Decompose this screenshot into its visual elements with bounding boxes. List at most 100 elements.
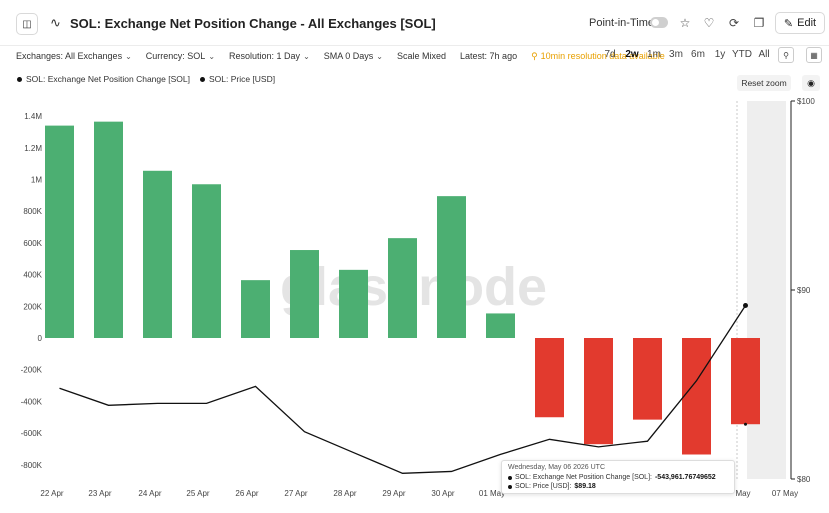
x-tick-label: 07 May xyxy=(772,489,798,498)
camera-icon[interactable]: ◉ xyxy=(802,75,820,91)
bar-29-apr[interactable] xyxy=(388,238,417,338)
range-tab-6m[interactable]: 6m xyxy=(691,49,705,60)
price-series xyxy=(59,302,748,474)
tooltip-label: SOL: Price [USD]: xyxy=(515,483,572,490)
pencil-icon: ✎ xyxy=(783,17,794,30)
range-tab-3m[interactable]: 3m xyxy=(669,49,683,60)
bar-02-may[interactable] xyxy=(535,338,564,418)
range-tab-1y[interactable]: 1y xyxy=(714,49,726,60)
tooltip-date: Wednesday, May 06 2026 UTC xyxy=(508,464,606,471)
sma-dropdown-label: SMA 0 Days xyxy=(323,51,374,61)
bar-23-apr[interactable] xyxy=(94,121,123,339)
price-point-latest[interactable] xyxy=(743,302,748,308)
calendar-icon[interactable]: ▦ xyxy=(806,47,822,63)
bar-01-may[interactable] xyxy=(486,313,515,338)
x-tick-label: 28 Apr xyxy=(333,489,356,498)
y-left-tick-label: -800K xyxy=(21,461,43,470)
x-tick-label: 23 Apr xyxy=(88,489,111,498)
legend-item-price[interactable]: SOL: Price [USD] xyxy=(199,74,276,84)
chart-header: ◫ ∿ SOL: Exchange Net Position Change - … xyxy=(0,0,829,46)
star-icon[interactable]: ☆ xyxy=(679,16,691,30)
y-right-tick-label: $80 xyxy=(797,475,811,484)
tooltip-value: -543,961.76749652 xyxy=(654,474,716,481)
resolution-dropdown-label: Resolution: 1 Day xyxy=(229,51,301,61)
edit-button[interactable]: ✎ Edit xyxy=(775,12,825,34)
bar-25-apr[interactable] xyxy=(192,184,221,338)
sma-dropdown[interactable]: SMA 0 Days ⌄ xyxy=(324,51,383,61)
resolution-notice-label: 10min resolution data available xyxy=(540,51,665,61)
exchanges-dropdown-label: Exchanges: All Exchanges xyxy=(16,51,123,61)
time-range-tabs: 7d 2w 1m 3m 6m 1y YTD All xyxy=(599,47,775,62)
range-tab-1m[interactable]: 1m xyxy=(647,49,661,60)
bar-04-may[interactable] xyxy=(633,338,662,420)
y-left-tick-label: 1.4M xyxy=(24,112,42,121)
chart-legend: SOL: Exchange Net Position Change [SOL] … xyxy=(17,74,275,84)
scale-dropdown[interactable]: Scale Mixed xyxy=(397,51,446,61)
currency-dropdown-label: Currency: SOL xyxy=(145,51,206,61)
range-tab-2w[interactable]: 2w xyxy=(625,49,639,60)
y-left-tick-label: 600K xyxy=(23,239,42,248)
tooltip-label: SOL: Exchange Net Position Change [SOL]: xyxy=(515,474,652,481)
tooltip-dot xyxy=(508,484,512,489)
y-left-tick-label: 800K xyxy=(23,207,42,216)
scale-dropdown-label: Scale Mixed xyxy=(397,51,447,61)
zoom-select-icon[interactable]: ⚲ xyxy=(778,47,794,63)
x-axis: 22 Apr 23 Apr 24 Apr 25 Apr 26 Apr 27 Apr 28 A… xyxy=(40,489,798,498)
bell-icon[interactable]: ♡ xyxy=(703,16,715,30)
bar-26-apr[interactable] xyxy=(241,280,270,338)
lock-icon: ⚲ xyxy=(531,50,538,61)
bar-06-may[interactable] xyxy=(731,338,760,425)
copy-icon[interactable]: ❐ xyxy=(753,16,765,30)
legend-dot xyxy=(199,76,205,82)
bar-point-latest xyxy=(744,422,747,426)
range-tab-7d[interactable]: 7d xyxy=(604,49,616,60)
legend-dot xyxy=(17,76,22,82)
y-left-tick-label: -600K xyxy=(21,429,43,438)
sidebar-toggle-icon[interactable]: ◫ xyxy=(16,13,38,35)
resolution-dropdown[interactable]: Resolution: 1 Day ⌄ xyxy=(229,51,310,61)
chevron-down-icon: ⌄ xyxy=(376,51,383,61)
y-left-tick-label: 0 xyxy=(38,334,43,343)
x-tick-label: 25 Apr xyxy=(186,489,209,498)
latest-update: Latest: 7h ago xyxy=(460,51,518,61)
bar-27-apr[interactable] xyxy=(290,250,319,338)
x-tick-label: 27 Apr xyxy=(284,489,307,498)
bar-series xyxy=(45,121,760,455)
point-in-time-toggle[interactable] xyxy=(650,17,668,28)
y-axis-left: -800K -600K -400K -200K 0 200K 400K 600K 800K 1M 1… xyxy=(21,112,43,470)
x-tick-label: 24 Apr xyxy=(138,489,161,498)
range-tab-all[interactable]: All xyxy=(758,49,770,60)
reset-zoom-button[interactable]: Reset zoom xyxy=(737,75,791,91)
y-axis-right: $80 $90 $100 xyxy=(790,97,815,484)
y-left-tick-label: -400K xyxy=(21,397,43,406)
chevron-down-icon: ⌄ xyxy=(125,51,132,61)
x-tick-label: May xyxy=(735,489,750,498)
y-left-tick-label: 400K xyxy=(23,271,42,280)
y-left-tick-label: -200K xyxy=(21,366,43,375)
y-left-tick-label: 1.2M xyxy=(24,144,42,153)
tooltip-value: $89.18 xyxy=(574,483,596,490)
exchanges-dropdown[interactable]: Exchanges: All Exchanges ⌄ xyxy=(16,51,132,61)
tooltip-row: SOL: Price [USD]: $89.18 xyxy=(508,482,728,491)
chevron-down-icon: ⌄ xyxy=(208,51,216,61)
chevron-down-icon: ⌄ xyxy=(303,51,310,61)
y-left-tick-label: 1M xyxy=(31,176,42,185)
bar-03-may[interactable] xyxy=(584,338,613,445)
bar-22-apr[interactable] xyxy=(45,125,74,338)
page-title: SOL: Exchange Net Position Change - All … xyxy=(70,16,436,31)
metric-chart-icon: ∿ xyxy=(50,15,61,30)
legend-label: SOL: Price [USD] xyxy=(208,74,276,84)
bar-30-apr[interactable] xyxy=(437,196,466,338)
x-tick-label: 30 Apr xyxy=(431,489,454,498)
chart-toolbar: Exchanges: All Exchanges ⌄ Currency: SOL ⌄… xyxy=(16,49,665,63)
currency-dropdown[interactable]: Currency: SOL ⌄ xyxy=(146,51,215,61)
bar-05-may[interactable] xyxy=(682,338,711,455)
range-tab-ytd[interactable]: YTD xyxy=(732,49,752,60)
legend-item-net-position[interactable]: SOL: Exchange Net Position Change [SOL] xyxy=(17,74,190,84)
x-tick-label: 01 May xyxy=(479,489,505,498)
x-tick-label: 22 Apr xyxy=(40,489,63,498)
bar-28-apr[interactable] xyxy=(339,269,368,338)
share-icon[interactable]: ⟳ xyxy=(728,16,740,30)
resolution-notice[interactable]: ⚲ 10min resolution data available xyxy=(531,51,665,62)
bar-24-apr[interactable] xyxy=(143,170,172,338)
